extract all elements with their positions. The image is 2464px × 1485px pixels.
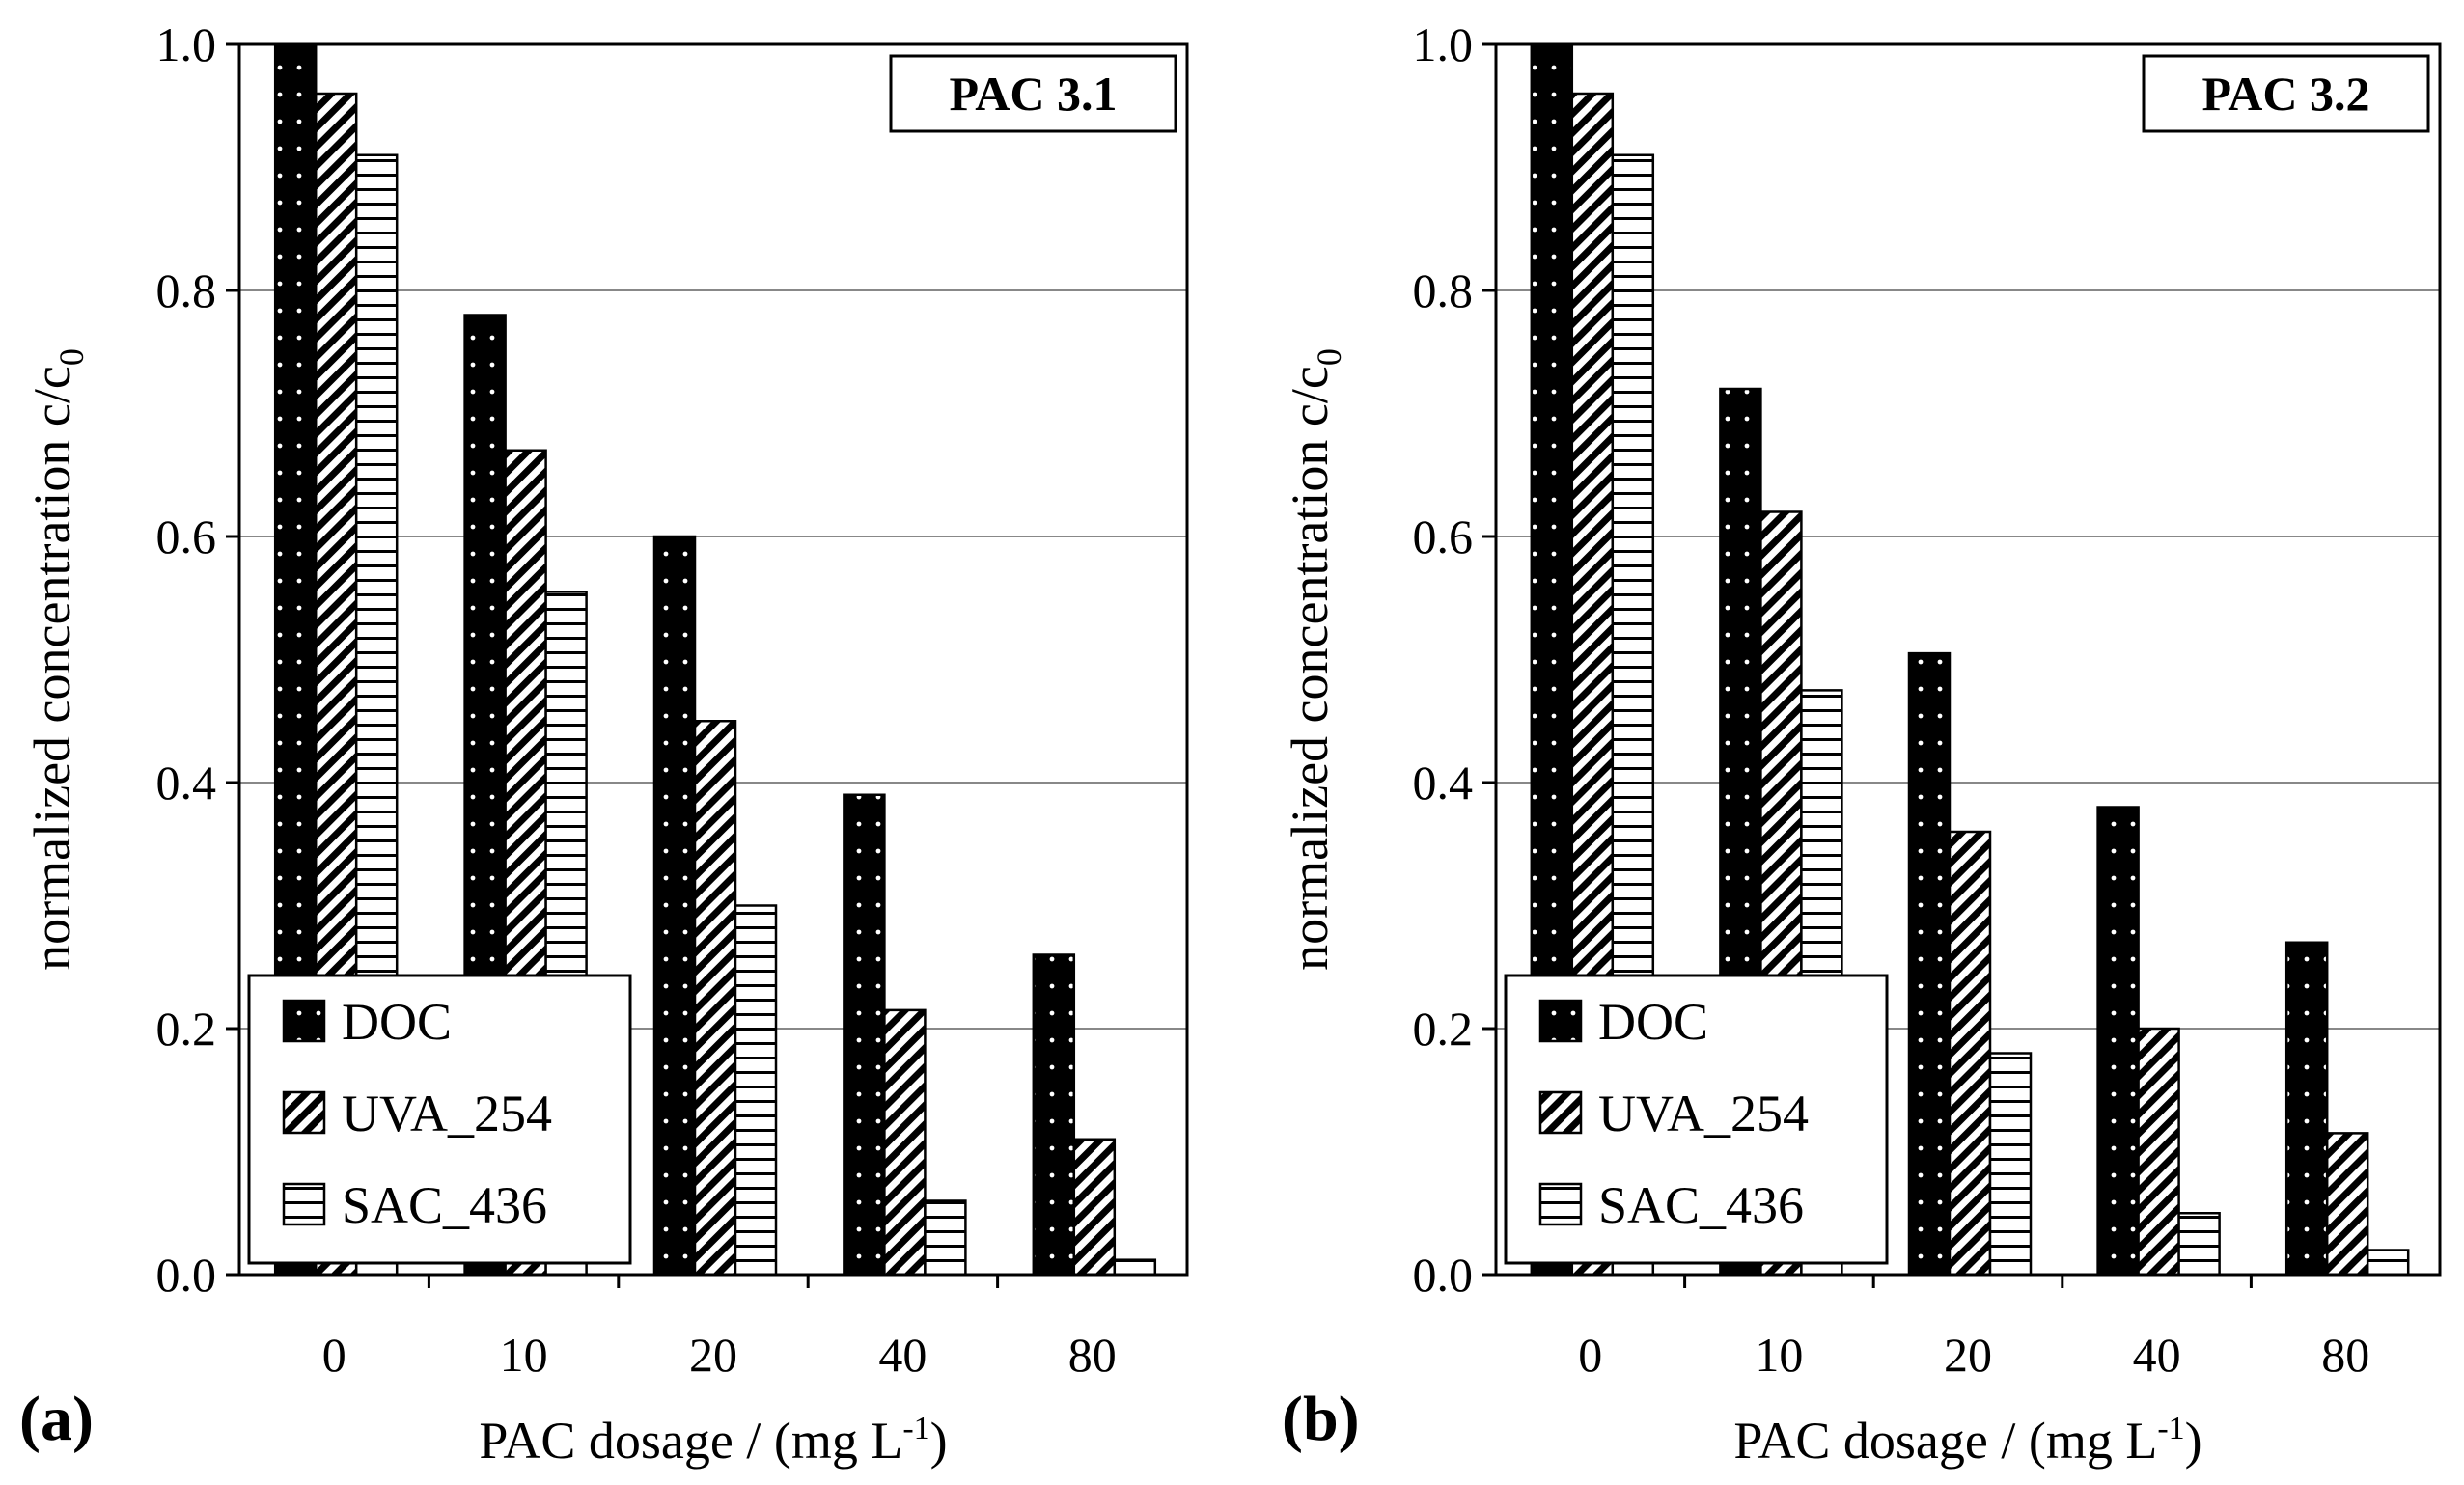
- x-tick-label: 40: [878, 1328, 927, 1382]
- y-tick-label: 1.0: [1413, 17, 1474, 71]
- y-tick-label: 0.0: [156, 1248, 217, 1302]
- x-axis-title-main: PAC dosage / (mg L: [479, 1412, 902, 1470]
- legend-swatch-sac-436: [1538, 1182, 1583, 1226]
- y-tick-label: 0.8: [1413, 263, 1474, 317]
- bar-sac-436-40: [2177, 1212, 2221, 1277]
- x-axis-title-sup: -1: [2157, 1411, 2184, 1446]
- chart-panel-b: 0.0 0.2 0.4 0.6 0.8 1.0 0 10 20 40 80 PAC dosage / …: [1281, 17, 2442, 1470]
- y-axis-title: normalized concentration c/c0: [1281, 348, 1348, 971]
- bar-doc-40: [843, 793, 886, 1277]
- legend-label: UVA_254: [342, 1085, 552, 1142]
- y-tick-label: 0.6: [1413, 509, 1474, 564]
- legend-label: SAC_436: [1598, 1176, 1804, 1234]
- bar-sac-436-20: [734, 904, 778, 1277]
- x-axis-title-close: ): [2185, 1412, 2202, 1470]
- legend-label: DOC: [342, 993, 452, 1051]
- panel-letter: (b): [1282, 1384, 1360, 1454]
- x-axis-title-close: ): [930, 1412, 948, 1470]
- x-tick-label: 80: [2321, 1328, 2369, 1382]
- panel-title: PAC 3.2: [2201, 67, 2369, 121]
- panel-title: PAC 3.1: [949, 67, 1117, 121]
- legend-swatch-doc: [1538, 999, 1583, 1043]
- y-tick-label: 0.4: [1413, 756, 1474, 810]
- bar-doc-20: [652, 535, 697, 1277]
- plot-frame: [237, 42, 1189, 1277]
- x-tick-label: 0: [322, 1328, 346, 1382]
- bar-uva-254-80: [2325, 1132, 2369, 1277]
- bar-uva-254-40: [2137, 1027, 2180, 1277]
- x-tick-label: 10: [500, 1328, 548, 1382]
- bar-sac-436-80: [2366, 1249, 2410, 1277]
- y-tick-label: 0.2: [1413, 1002, 1474, 1056]
- y-axis-title: normalized concentration c/c0: [23, 348, 91, 971]
- bar-uva-254-20: [1948, 830, 1992, 1277]
- bar-doc-20: [1907, 651, 1952, 1277]
- y-axis-title-sub: 0: [52, 348, 91, 366]
- bar-doc-80: [2284, 941, 2329, 1277]
- bar-sac-436-80: [1113, 1258, 1157, 1277]
- x-tick-label: 40: [2133, 1328, 2181, 1382]
- y-axis-title-main: normalized concentration c/c: [23, 366, 81, 971]
- bar-doc-80: [1032, 953, 1076, 1277]
- plot-frame: [1494, 42, 2442, 1277]
- x-tick-label: 0: [1578, 1328, 1602, 1382]
- x-axis-title: PAC dosage / (mg L-1): [479, 1411, 947, 1470]
- legend-swatch-sac-436: [282, 1182, 326, 1226]
- x-tick-label: 20: [689, 1328, 737, 1382]
- bar-uva-254-80: [1072, 1138, 1117, 1277]
- legend-swatch-uva-254: [1538, 1090, 1583, 1135]
- x-axis-title: PAC dosage / (mg L-1): [1733, 1411, 2201, 1470]
- y-tick-label: 0.6: [156, 509, 217, 564]
- y-tick-label: 0.8: [156, 263, 217, 317]
- y-tick-label: 0.0: [1413, 1248, 1474, 1302]
- panel-letter: (a): [19, 1384, 94, 1454]
- y-axis-title-main: normalized concentration c/c: [1281, 366, 1339, 971]
- chart-panel-a: 0.0 0.2 0.4 0.6 0.8 1.0 0 10 20 40 80 PAC dosage / …: [19, 17, 1189, 1470]
- legend-label: SAC_436: [342, 1176, 547, 1234]
- bar-sac-436-20: [1988, 1052, 2033, 1277]
- y-axis-title-sub: 0: [1310, 348, 1348, 366]
- y-tick-label: 1.0: [156, 17, 217, 71]
- bar-uva-254-40: [883, 1008, 927, 1277]
- legend-label: UVA_254: [1598, 1085, 1809, 1142]
- bar-doc-40: [2096, 806, 2140, 1277]
- panel-title-box: [889, 54, 1177, 133]
- x-tick-label: 10: [1755, 1328, 1803, 1382]
- x-axis-title-sup: -1: [902, 1411, 929, 1446]
- y-tick-label: 0.4: [156, 756, 217, 810]
- panel-title-box: [2142, 54, 2430, 133]
- x-tick-label: 20: [1944, 1328, 1992, 1382]
- legend-swatch-doc: [282, 999, 326, 1043]
- legend-swatch-uva-254: [282, 1090, 326, 1135]
- bar-sac-436-40: [924, 1199, 967, 1277]
- x-tick-label: 80: [1068, 1328, 1117, 1382]
- y-tick-label: 0.2: [156, 1002, 217, 1056]
- x-axis-title-main: PAC dosage / (mg L: [1733, 1412, 2157, 1470]
- bar-uva-254-20: [693, 720, 737, 1277]
- legend-label: DOC: [1598, 993, 1708, 1051]
